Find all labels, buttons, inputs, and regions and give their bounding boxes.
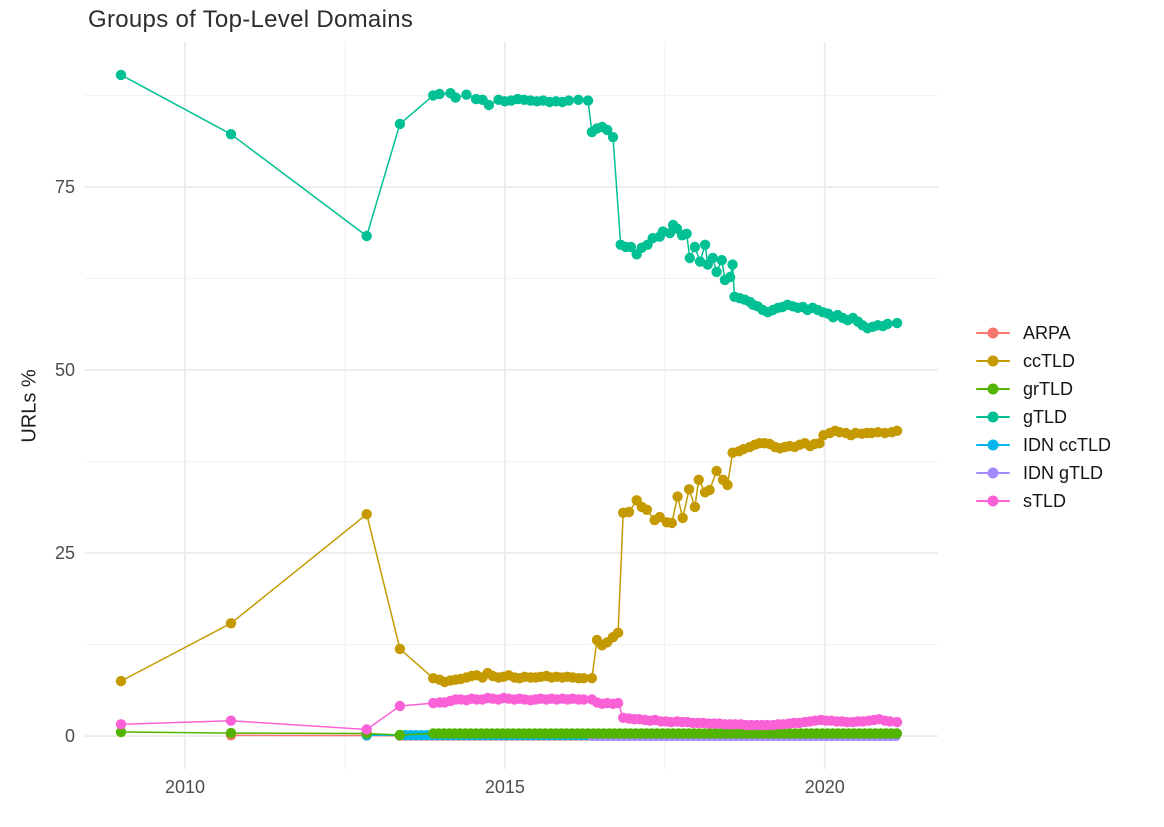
legend-item-grtld: grTLD [976, 375, 1111, 403]
legend-key-icon [976, 355, 1010, 368]
legend-key-icon [976, 467, 1010, 480]
legend-item-idn-gtld: IDN gTLD [976, 459, 1111, 487]
legend-label: ARPA [1023, 322, 1071, 343]
legend-label: gTLD [1023, 406, 1068, 427]
legend-item-gtld: gTLD [976, 403, 1111, 431]
legend-key-icon [976, 439, 1010, 452]
legend-item-stld: sTLD [976, 487, 1111, 515]
x-tick-label: 2010 [165, 777, 205, 797]
legend-label: sTLD [1023, 490, 1067, 511]
y-tick-label: 25 [55, 543, 75, 563]
x-tick-labels: 2010 2015 2020 [165, 777, 845, 797]
y-tick-label: 0 [65, 726, 75, 746]
legend-item-arpa: ARPA [976, 319, 1111, 347]
legend-label: ccTLD [1023, 350, 1076, 371]
series-gtld [115, 69, 903, 334]
legend-label: grTLD [1023, 378, 1074, 399]
gridlines-minor [85, 42, 938, 769]
legend-label: IDN ccTLD [1023, 434, 1112, 455]
legend-key-icon [976, 495, 1010, 508]
x-tick-label: 2015 [485, 777, 525, 797]
y-tick-labels: 0 25 50 75 [55, 177, 75, 746]
series-stld [115, 692, 903, 735]
x-tick-label: 2020 [805, 777, 845, 797]
gridlines-major [85, 42, 938, 769]
y-tick-label: 75 [55, 177, 75, 197]
legend-key-icon [976, 411, 1010, 424]
legend-key-icon [976, 383, 1010, 396]
legend-item-cctld: ccTLD [976, 347, 1111, 375]
legend-key-icon [976, 327, 1010, 340]
y-tick-label: 50 [55, 360, 75, 380]
legend-item-idn-cctld: IDN ccTLD [976, 431, 1111, 459]
series-cctld [115, 425, 903, 688]
legend: ARPA ccTLD grTLD gTLD IDN ccTLD IDN gTLD… [976, 319, 1111, 515]
legend-label: IDN gTLD [1023, 462, 1104, 483]
chart-title: Groups of Top-Level Domains [88, 6, 414, 33]
